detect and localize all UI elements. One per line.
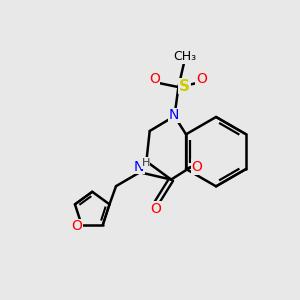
Text: S: S: [179, 79, 190, 94]
Text: O: O: [150, 202, 161, 216]
Text: O: O: [196, 72, 207, 86]
Text: CH₃: CH₃: [173, 50, 196, 63]
Text: N: N: [134, 160, 144, 174]
Text: O: O: [149, 72, 160, 86]
Text: O: O: [191, 160, 203, 174]
Text: N: N: [169, 109, 179, 122]
Text: H: H: [142, 158, 150, 168]
Text: O: O: [71, 219, 82, 233]
